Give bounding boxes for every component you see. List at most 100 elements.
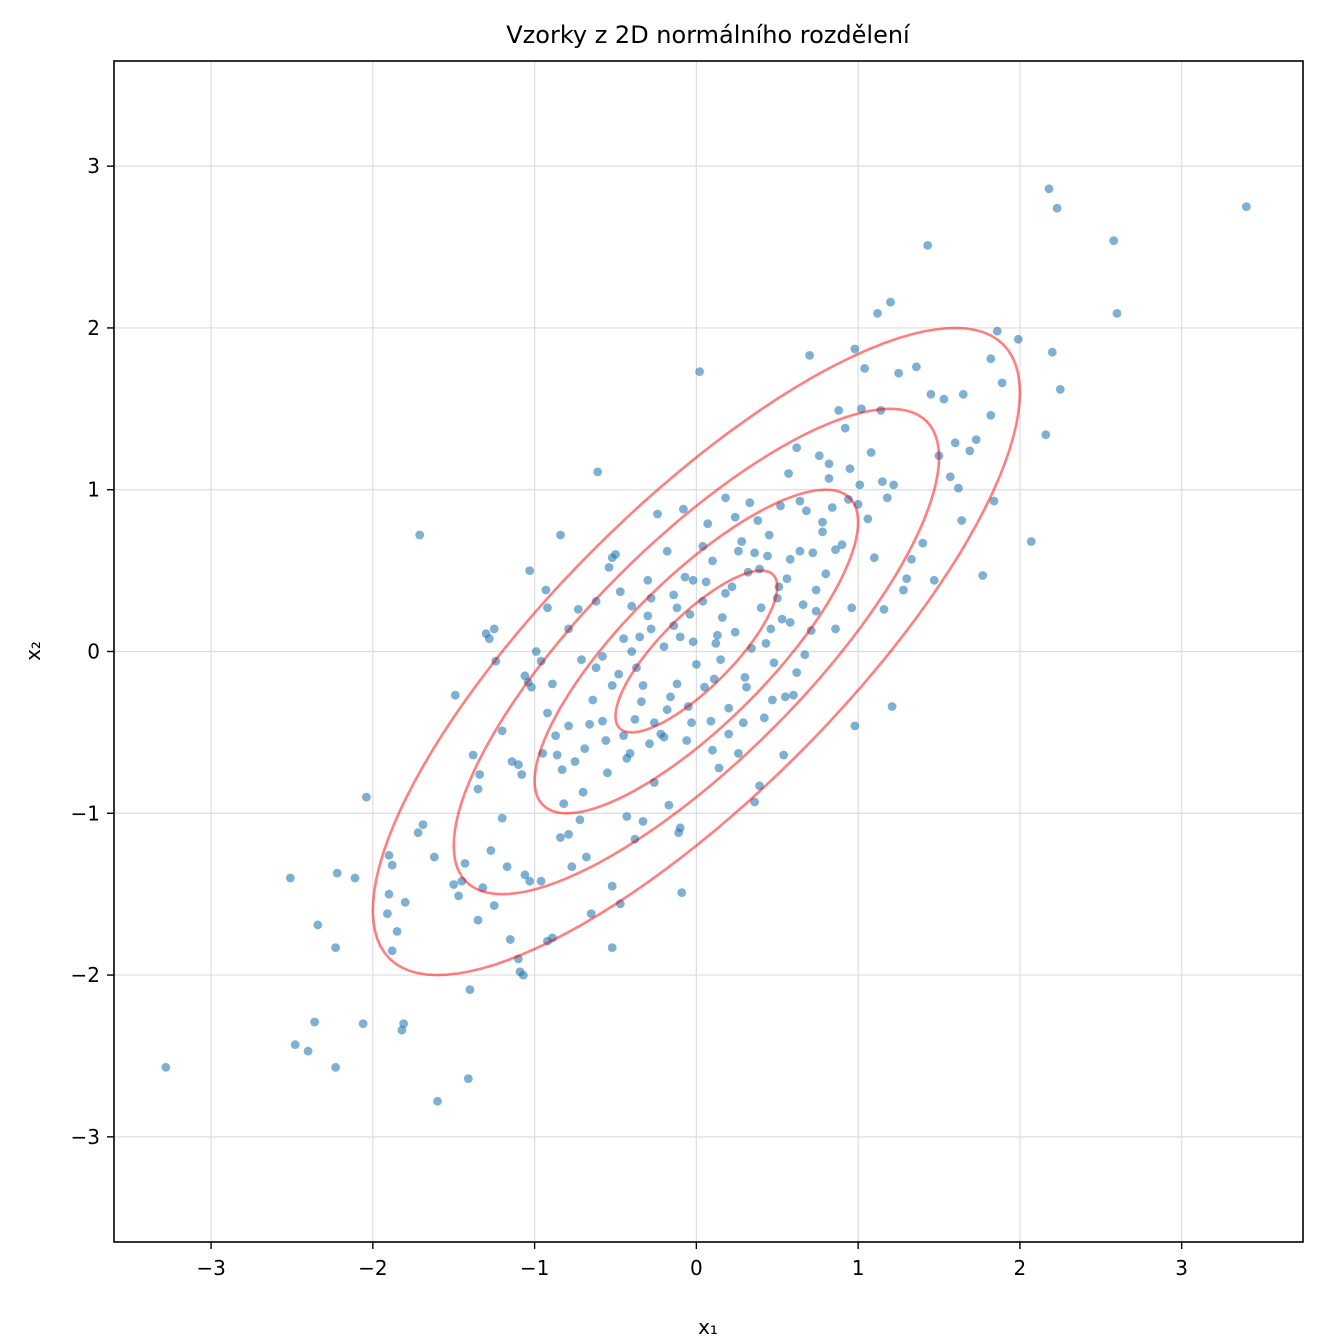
scatter-point [303, 1046, 313, 1056]
scatter-point [750, 797, 759, 807]
scatter-point [551, 731, 560, 740]
scatter-point [887, 702, 897, 711]
scatter-point [789, 690, 798, 700]
scatter-point [580, 744, 590, 753]
scatter-point [358, 1019, 368, 1028]
scatter-point [638, 681, 648, 690]
scatter-point [721, 493, 730, 503]
scatter-point [1112, 309, 1122, 318]
scatter-point [429, 852, 439, 862]
scatter-point [834, 406, 844, 415]
scatter-point [627, 647, 637, 656]
scatter-point [879, 605, 889, 614]
scatter-point [669, 590, 679, 600]
scatter-point [556, 833, 565, 842]
scatter-point [780, 692, 790, 702]
scatter-point [957, 516, 967, 525]
scatter-point [706, 716, 716, 726]
scatter-point [433, 1096, 442, 1106]
scatter-point [619, 634, 628, 643]
scatter-point [285, 873, 295, 883]
scatter-point [824, 474, 834, 483]
scatter-point [795, 496, 805, 506]
scatter-point [837, 540, 847, 550]
scatter-point [653, 509, 662, 519]
scatter-point [761, 639, 771, 648]
scatter-point [525, 566, 535, 575]
scatter-point [450, 690, 460, 700]
scatter-point [659, 732, 669, 742]
scatter-point [792, 443, 802, 453]
scatter-point [604, 563, 614, 572]
scatter-point [531, 647, 541, 656]
scatter-point [541, 585, 551, 595]
scatter-point [635, 632, 645, 642]
scatter-point [672, 679, 682, 689]
scatter-point [575, 815, 585, 825]
scatter-point [742, 682, 751, 692]
scatter-point [638, 817, 648, 826]
scatter-point [525, 876, 535, 886]
scatter-point [805, 351, 814, 360]
scatter-point [850, 721, 860, 731]
scatter-point [454, 891, 463, 901]
scatter-point [965, 446, 975, 456]
scatter-point [497, 813, 507, 823]
scatter-point [902, 574, 912, 584]
scatter-point [418, 820, 428, 829]
scatter-point [768, 695, 777, 705]
scatter-point [384, 850, 394, 860]
scatter-point [950, 438, 960, 448]
scatter-point [769, 658, 779, 668]
scatter-point [860, 364, 869, 373]
scatter-point [724, 729, 734, 739]
scatter-point [814, 451, 824, 461]
scatter-point [824, 459, 834, 469]
scatter-point [497, 726, 507, 736]
scatter-points [161, 184, 1251, 1106]
scatter-point [484, 634, 494, 643]
scatter-point [740, 673, 750, 682]
scatter-point [548, 679, 557, 689]
scatter-point [682, 736, 692, 745]
scatter-point [362, 792, 371, 802]
scatter-point [518, 970, 528, 980]
scatter-point [845, 464, 855, 474]
scatter-point [588, 695, 598, 705]
x-tick-label: −3 [196, 1256, 225, 1280]
scatter-point [777, 614, 787, 624]
scatter-point [992, 326, 1002, 336]
scatter-point [517, 770, 527, 779]
scatter-point [310, 1017, 319, 1027]
scatter-point [502, 862, 512, 872]
x-tick-label: 2 [1014, 1256, 1027, 1280]
scatter-point [643, 575, 653, 585]
scatter-point [711, 639, 721, 648]
scatter-point [520, 870, 530, 880]
scatter-point [1052, 203, 1062, 213]
scatter-point [607, 943, 617, 952]
scatter-point [869, 553, 879, 563]
scatter-point [619, 731, 628, 740]
scatter-point [473, 784, 483, 794]
scatter-point [586, 909, 596, 918]
scatter-point [717, 613, 727, 622]
scatter-point [759, 713, 769, 723]
scatter-point [543, 603, 552, 613]
scatter-point [331, 1062, 340, 1072]
scatter-point [855, 480, 865, 490]
scatter-point [730, 627, 740, 637]
scatter-point [577, 655, 586, 664]
contour-ellipse [533, 488, 860, 815]
scatter-point [564, 721, 573, 731]
scatter-point [945, 472, 955, 482]
scatter-point [593, 467, 603, 477]
scatter-point [954, 483, 963, 493]
scatter-point [986, 410, 996, 420]
scatter-point [557, 765, 567, 774]
scatter-point [882, 493, 892, 503]
scatter-point [473, 915, 483, 925]
scatter-point [821, 569, 831, 579]
contour-ellipse [614, 569, 779, 734]
scatter-point [625, 749, 635, 758]
